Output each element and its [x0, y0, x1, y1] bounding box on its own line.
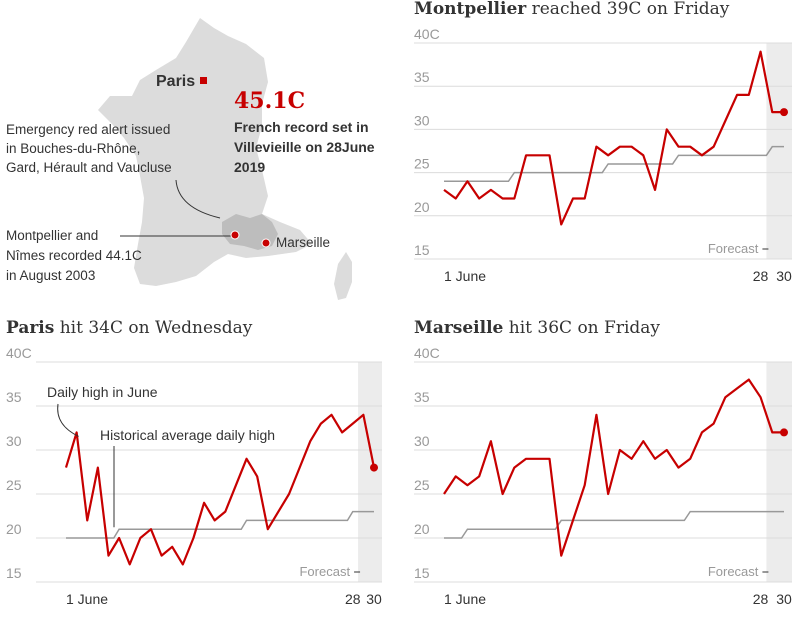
montpellier-ytick-20: 20	[414, 199, 430, 215]
paris-forecast-band	[358, 362, 382, 582]
paris-marker	[200, 77, 207, 84]
marseille-marker	[261, 238, 271, 248]
montpellier-ytick-30: 30	[414, 112, 430, 128]
marseille-title-city: Marseille	[414, 318, 504, 338]
record-text-line-2: Villevieille on 28June	[234, 139, 375, 155]
alert-text-line-1: Emergency red alert issued	[6, 122, 170, 137]
paris-annotation-average: Historical average daily high	[100, 427, 275, 443]
marseille-ytick-30: 30	[414, 433, 430, 449]
map-panel: Paris 45.1C French record set in Villevi…	[6, 18, 375, 300]
marseille-ytick-25: 25	[414, 477, 430, 493]
montpellier-text-line-3: in August 2003	[6, 268, 95, 283]
montpellier-ytick-35: 35	[414, 69, 430, 85]
marseille-forecast-label: Forecast	[708, 564, 759, 579]
marseille-ytick-35: 35	[414, 389, 430, 405]
marseille-average-line	[444, 510, 784, 539]
paris-ytick-35: 35	[6, 389, 22, 405]
montpellier-title-rest: reached 39C on Friday	[526, 0, 730, 19]
montpellier-ytick-40: 40C	[414, 26, 440, 42]
paris-ytick-15: 15	[6, 565, 22, 581]
montpellier-forecast-label: Forecast	[708, 241, 759, 256]
paris-annotation-daily-high: Daily high in June	[47, 384, 158, 400]
marseille-forecast-band	[766, 362, 792, 582]
montpellier-ytick-15: 15	[414, 242, 430, 258]
paris-xtick-1-june: 1 June	[66, 591, 108, 607]
montpellier-last-point	[780, 108, 788, 117]
paris-ytick-40: 40C	[6, 345, 32, 361]
montpellier-forecast-band	[766, 43, 792, 259]
record-value: 45.1C	[234, 88, 305, 114]
montpellier-xtick-30: 30	[776, 268, 792, 284]
alert-text-line-3: Gard, Hérault and Vaucluse	[6, 160, 172, 175]
montpellier-daily-line	[443, 50, 784, 226]
paris-annotation-daily-high-leader	[57, 403, 79, 437]
marseille-xtick-28: 28	[753, 591, 769, 607]
marseille-chart: Marseille hit 36C on Friday 15 20 25 30 35 40C…	[414, 318, 792, 607]
paris-chart: Paris hit 34C on Wednesday 15 20 25 30 35 40C 1…	[6, 318, 382, 607]
montpellier-ytick-25: 25	[414, 156, 430, 172]
paris-last-point	[370, 463, 378, 472]
marseille-xtick-1-june: 1 June	[444, 591, 486, 607]
marseille-last-point	[780, 428, 788, 437]
record-text-line-3: 2019	[234, 159, 265, 175]
paris-xtick-28: 28	[345, 591, 361, 607]
paris-xtick-30: 30	[366, 591, 382, 607]
paris-label: Paris	[156, 73, 195, 90]
montpellier-text-line-2: Nîmes recorded 44.1C	[6, 248, 142, 263]
marseille-daily-line	[443, 378, 784, 557]
montpellier-chart-title: Montpellier reached 39C on Friday	[414, 0, 730, 19]
marseille-xtick-30: 30	[776, 591, 792, 607]
corsica-shape	[334, 252, 352, 300]
marseille-chart-title: Marseille hit 36C on Friday	[414, 318, 660, 338]
montpellier-marker	[230, 230, 240, 240]
marseille-ytick-15: 15	[414, 565, 430, 581]
montpellier-title-city: Montpellier	[414, 0, 527, 19]
paris-daily-line	[64, 413, 376, 566]
montpellier-chart: Montpellier reached 39C on Friday 15 20 25 3…	[414, 0, 792, 284]
paris-title-city: Paris	[6, 318, 54, 338]
paris-chart-title: Paris hit 34C on Wednesday	[6, 318, 253, 338]
marseille-ytick-20: 20	[414, 521, 430, 537]
marseille-ytick-40: 40C	[414, 345, 440, 361]
paris-title-rest: hit 34C on Wednesday	[54, 318, 252, 338]
marseille-label: Marseille	[276, 235, 330, 250]
paris-forecast-label: Forecast	[299, 564, 350, 579]
montpellier-average-line	[444, 145, 784, 182]
paris-average-line	[66, 510, 374, 539]
alert-leader-line	[175, 179, 221, 219]
montpellier-text-line-1: Montpellier and	[6, 228, 98, 243]
marseille-title-rest: hit 36C on Friday	[503, 318, 660, 338]
paris-ytick-30: 30	[6, 433, 22, 449]
paris-ytick-20: 20	[6, 521, 22, 537]
montpellier-xtick-1-june: 1 June	[444, 268, 486, 284]
alert-text-line-2: in Bouches-du-Rhône,	[6, 141, 140, 156]
record-text-line-1: French record set in	[234, 119, 369, 135]
paris-ytick-25: 25	[6, 477, 22, 493]
montpellier-xtick-28: 28	[753, 268, 769, 284]
